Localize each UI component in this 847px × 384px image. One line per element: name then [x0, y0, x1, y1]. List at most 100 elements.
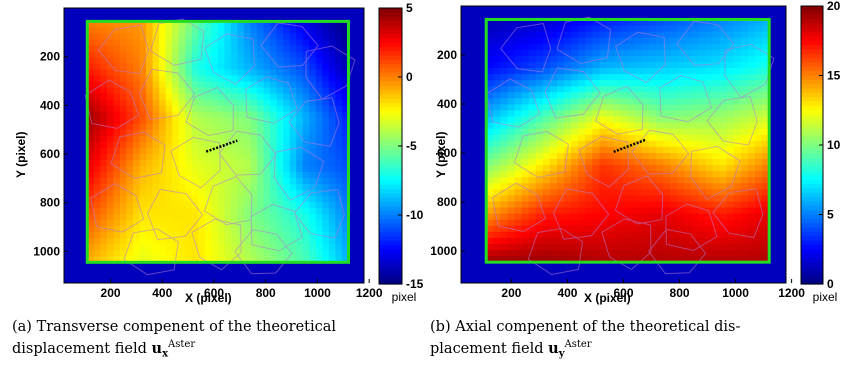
- heatmap-cell: [599, 165, 608, 172]
- heatmap-cell: [507, 140, 516, 148]
- heatmap-cell: [341, 99, 350, 107]
- heatmap-cell: [592, 237, 600, 245]
- heatmap-cell: [315, 220, 323, 227]
- heatmap-cell: [670, 183, 678, 190]
- heatmap-cell: [648, 49, 657, 57]
- mesh-cell: [712, 188, 764, 239]
- heatmap-cell: [578, 177, 586, 184]
- heatmap-cell: [270, 171, 278, 179]
- heatmap-cell: [93, 171, 101, 179]
- heatmap-cell: [493, 237, 501, 245]
- heatmap-cell: [599, 140, 608, 148]
- heatmap-cell: [641, 250, 650, 257]
- x-tick-label: 400: [557, 286, 577, 300]
- heatmap-cell: [641, 104, 650, 112]
- heatmap-cell: [309, 196, 317, 203]
- heatmap-cell: [244, 27, 252, 35]
- colorbar-segment: [379, 245, 402, 251]
- heatmap-cell: [152, 33, 160, 41]
- heatmap-cell: [634, 195, 643, 203]
- heatmap-cell: [606, 25, 615, 33]
- heatmap-cell: [627, 146, 636, 154]
- heatmap-cell: [276, 214, 284, 221]
- heatmap-cell: [87, 190, 95, 197]
- heatmap-cell: [670, 55, 678, 63]
- heatmap-cell: [521, 171, 530, 178]
- heatmap-cell: [620, 183, 629, 190]
- heatmap-cell: [648, 243, 657, 251]
- heatmap-cell: [191, 165, 199, 173]
- colorbar-segment: [801, 210, 823, 216]
- heatmap-cell: [564, 116, 572, 124]
- heatmap-cell: [747, 201, 756, 209]
- heatmap-cell: [740, 43, 749, 51]
- heatmap-cell: [276, 105, 284, 113]
- heatmap-cell: [185, 129, 193, 137]
- heatmap-cell: [257, 256, 265, 263]
- heatmap-cell: [698, 183, 707, 190]
- heatmap-cell: [592, 231, 600, 239]
- heatmap-cell: [204, 129, 212, 137]
- heatmap-cell: [178, 250, 186, 257]
- heatmap-cell: [244, 184, 252, 191]
- heatmap-cell: [276, 238, 284, 245]
- heatmap-cell: [677, 219, 685, 227]
- heatmap-cell: [712, 92, 721, 99]
- heatmap-cell: [276, 123, 284, 131]
- heatmap-cell: [165, 87, 173, 95]
- heatmap-cell: [113, 208, 121, 215]
- heatmap-cell: [263, 184, 271, 191]
- heatmap-cell: [204, 214, 212, 221]
- heatmap-cell: [755, 237, 763, 245]
- heatmap-cell: [217, 93, 226, 101]
- heatmap-cell: [152, 159, 160, 167]
- heatmap-cell: [627, 195, 636, 203]
- heatmap-cell: [309, 232, 317, 239]
- heatmap-cell: [328, 238, 337, 245]
- heatmap-cell: [712, 189, 721, 197]
- heatmap-cell: [528, 256, 537, 263]
- heatmap-cell: [263, 75, 271, 83]
- heatmap-cell: [740, 177, 749, 184]
- colorbar-segment: [379, 102, 402, 108]
- heatmap-cell: [198, 214, 206, 221]
- heatmap-cell: [599, 195, 608, 203]
- heatmap-cell: [244, 141, 252, 149]
- heatmap-cell: [726, 201, 735, 209]
- heatmap-cell: [185, 45, 193, 53]
- heatmap-cell: [712, 68, 721, 75]
- heatmap-cell: [211, 57, 219, 65]
- heatmap-cell: [185, 117, 193, 125]
- colorbar-segment: [379, 133, 402, 138]
- heatmap-cell: [185, 190, 193, 197]
- heatmap-cell: [172, 33, 180, 41]
- heatmap-cell: [486, 243, 494, 251]
- heatmap-cell: [493, 213, 501, 221]
- heatmap-cell: [578, 61, 586, 69]
- heatmap-cell: [762, 55, 770, 63]
- heatmap-cell: [549, 243, 558, 251]
- heatmap-cell: [747, 128, 756, 136]
- heatmap-cell: [656, 231, 664, 239]
- heatmap-cell: [315, 129, 323, 137]
- heatmap-cell: [535, 165, 544, 172]
- x-tick-label: 1000: [722, 286, 749, 300]
- heatmap-cell: [244, 135, 252, 143]
- heatmap-cell: [549, 256, 558, 263]
- colorbar-segment: [801, 71, 823, 77]
- heatmap-cell: [578, 159, 586, 166]
- heatmap-cell: [93, 39, 101, 47]
- heatmap-cell: [237, 39, 245, 47]
- heatmap-cell: [237, 220, 245, 227]
- heatmap-cell: [204, 45, 212, 53]
- heatmap-cell: [335, 153, 343, 161]
- heatmap-cell: [634, 250, 643, 257]
- heatmap-cell: [670, 165, 678, 172]
- heatmap-cell: [198, 111, 206, 119]
- heatmap-cell: [627, 110, 636, 118]
- heatmap-cell: [328, 129, 337, 137]
- heatmap-cell: [620, 110, 629, 118]
- heatmap-cell: [755, 231, 763, 239]
- heatmap-cell: [341, 214, 350, 221]
- heatmap-cell: [627, 189, 636, 197]
